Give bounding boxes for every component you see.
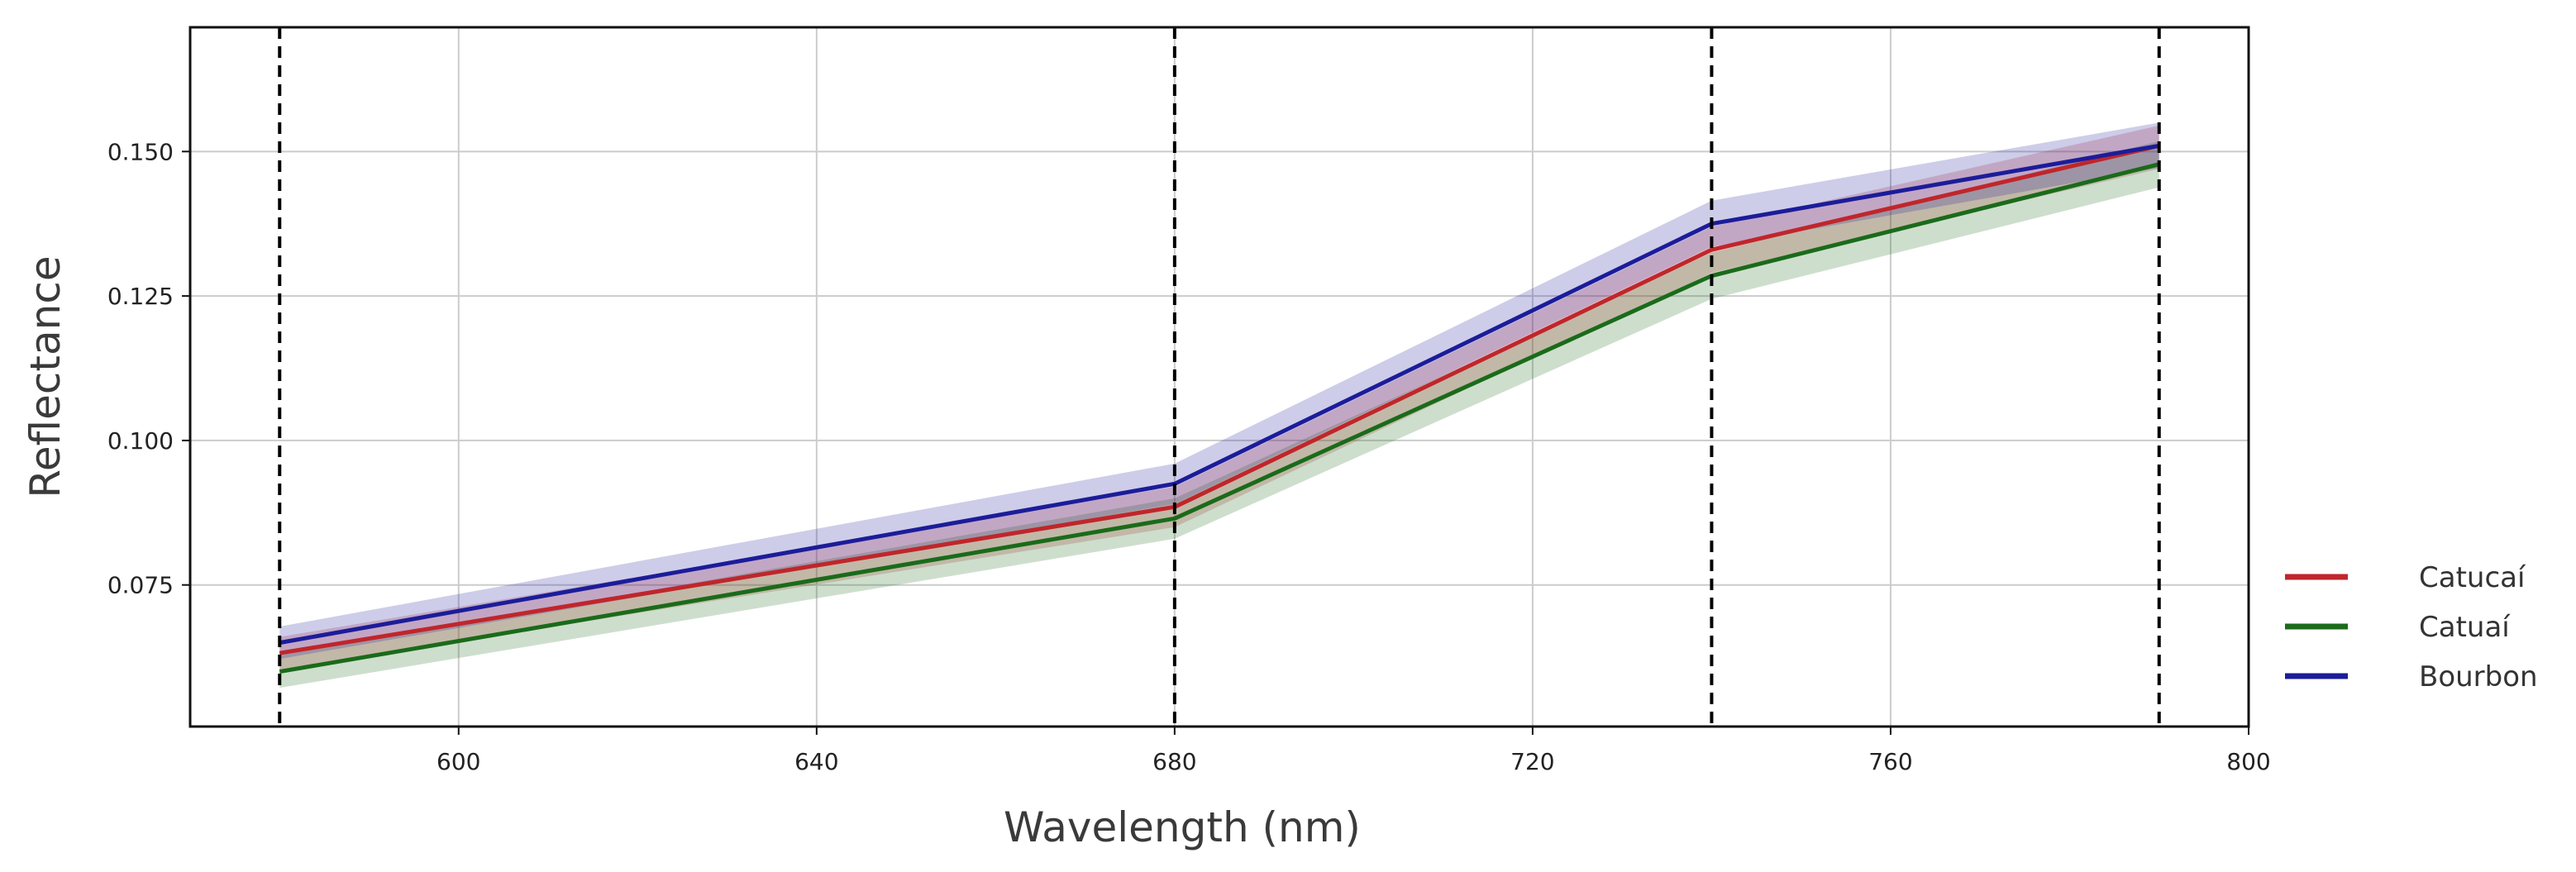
y-tick-label: 0.100 (107, 427, 174, 455)
y-tick-label: 0.075 (107, 572, 174, 599)
series-lines (279, 143, 2160, 674)
x-tick-label: 800 (2226, 748, 2270, 775)
plot-frame (188, 26, 2250, 728)
legend-label: Catuaí (2419, 611, 2511, 644)
x-tick-label: 720 (1510, 748, 1554, 775)
y-tick-label: 0.150 (107, 138, 174, 165)
legend-label: Bourbon (2419, 660, 2538, 693)
x-axis-title: Wavelength (nm) (1004, 803, 1361, 851)
series-line-catua (279, 162, 2160, 674)
x-tick-label: 760 (1868, 748, 1912, 775)
legend: Catucaí Catuaí Bourbon (2285, 561, 2538, 693)
band-bourbon (279, 122, 2159, 660)
series-line-catuca (279, 143, 2160, 655)
y-tick-label: 0.125 (107, 283, 174, 310)
band-catua (279, 141, 2159, 689)
legend-label: Catucaí (2419, 561, 2526, 594)
axis-ticks: 600 640 680 720 760 800 0.075 0.100 0.125 0.150 (107, 138, 2271, 775)
series-line-bourbon (279, 143, 2160, 646)
y-axis-title: Reflectance (21, 255, 69, 498)
reference-lines (278, 27, 2161, 727)
x-tick-label: 640 (794, 748, 838, 775)
x-tick-label: 680 (1152, 748, 1196, 775)
x-tick-label: 600 (436, 748, 480, 775)
